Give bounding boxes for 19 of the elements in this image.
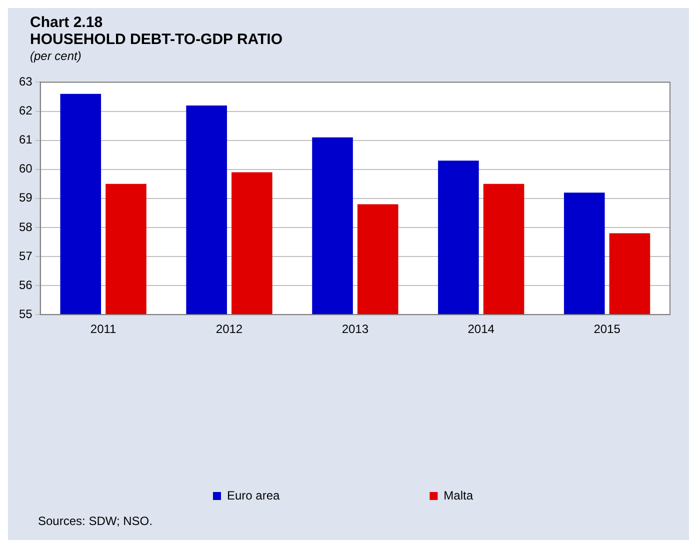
x-tick-label: 2012 <box>216 322 243 336</box>
x-tick-label: 2013 <box>342 322 369 336</box>
y-tick-label: 58 <box>18 220 33 234</box>
x-tick-label: 2015 <box>594 322 621 336</box>
y-tick-label: 57 <box>18 248 33 263</box>
y-tick-label: 59 <box>18 190 33 205</box>
source-note: Sources: SDW; NSO. <box>37 514 154 528</box>
y-tick-label: 55 <box>18 306 33 321</box>
legend-label: Euro area <box>226 488 280 502</box>
chart-title: Chart 2.18 HOUSEHOLD DEBT-TO-GDP RATIO <box>30 14 284 48</box>
y-tick-label: 62 <box>18 104 33 118</box>
y-tick-label: 63 <box>18 74 33 89</box>
y-tick-label: 56 <box>18 278 33 292</box>
legend-label: Malta <box>444 488 474 502</box>
y-tick-label: 61 <box>18 132 33 147</box>
x-tick-label: 2011 <box>90 322 117 336</box>
chart-subtitle: (per cent) <box>30 48 82 64</box>
y-tick-label: 60 <box>18 162 33 176</box>
x-tick-label: 2014 <box>468 322 495 336</box>
